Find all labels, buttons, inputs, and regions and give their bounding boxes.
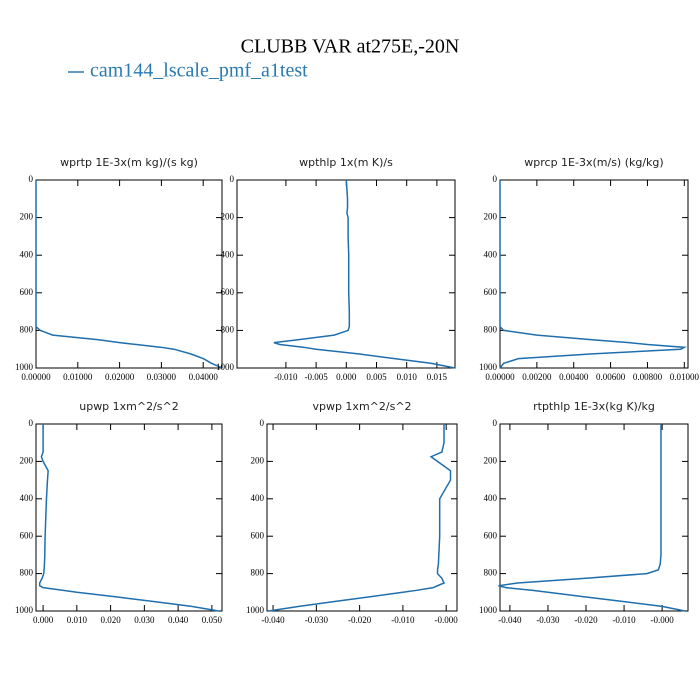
- x-tick-label: 0.00000: [21, 372, 51, 382]
- x-tick-label: 0.040: [168, 615, 189, 625]
- x-tick-label: 0.030: [134, 615, 155, 625]
- x-tick-label: -0.000: [650, 615, 674, 625]
- profile-line: [38, 424, 219, 612]
- y-tick-label: 400: [221, 249, 235, 259]
- y-tick-label: 600: [484, 530, 498, 540]
- y-tick-label: 800: [251, 568, 265, 578]
- x-tick-label: 0.050: [202, 615, 223, 625]
- x-tick-label: 0.00800: [633, 372, 663, 382]
- x-tick-label: 0.01000: [63, 372, 93, 382]
- profile-line: [268, 424, 452, 612]
- y-tick-label: 800: [221, 324, 235, 334]
- y-tick-label: 600: [251, 530, 265, 540]
- x-tick-label: 0.00200: [522, 372, 552, 382]
- x-tick-label: 0.010: [397, 372, 418, 382]
- y-tick-label: 1000: [15, 362, 34, 372]
- chart-title: CLUBB VAR at275E,-20N: [241, 36, 460, 58]
- x-tick-label: -0.005: [304, 372, 328, 382]
- y-tick-label: 800: [484, 568, 498, 578]
- plot-frame: [35, 423, 223, 612]
- x-tick-label: 0.01000: [670, 372, 700, 382]
- x-tick-label: -0.010: [612, 615, 636, 625]
- x-tick-label: -0.000: [435, 615, 459, 625]
- y-tick-label: 200: [20, 455, 34, 465]
- y-tick-label: 600: [20, 287, 34, 297]
- x-tick-label: 0.04000: [189, 372, 219, 382]
- x-tick-label: -0.010: [391, 615, 415, 625]
- x-tick-label: 0.00600: [596, 372, 626, 382]
- y-tick-label: 200: [20, 212, 34, 222]
- y-tick-label: 1000: [246, 605, 265, 615]
- x-tick-label: 0.015: [427, 372, 448, 382]
- x-tick-label: 0.03000: [147, 372, 177, 382]
- x-tick-label: -0.020: [574, 615, 598, 625]
- y-tick-label: 600: [20, 530, 34, 540]
- x-tick-label: 0.000: [336, 372, 357, 382]
- y-tick-label: 1000: [479, 362, 498, 372]
- plot-frame: [266, 423, 458, 612]
- y-tick-label: 0: [230, 174, 235, 184]
- panel-title: wprcp 1E-3x(m/s) (kg/kg): [524, 156, 663, 169]
- y-tick-label: 400: [251, 493, 265, 503]
- y-tick-label: 1000: [479, 605, 498, 615]
- y-tick-label: 1000: [15, 605, 34, 615]
- legend-label: cam144_lscale_pmf_a1test: [90, 60, 308, 82]
- y-tick-label: 200: [221, 212, 235, 222]
- y-tick-label: 400: [484, 493, 498, 503]
- x-tick-label: -0.040: [261, 615, 285, 625]
- profile-line: [498, 424, 686, 612]
- profile-line: [499, 180, 688, 369]
- plot-frame: [236, 179, 456, 369]
- profile-line: [35, 180, 223, 369]
- y-tick-label: 0: [260, 418, 265, 428]
- y-tick-label: 400: [20, 493, 34, 503]
- plot-frame: [35, 179, 223, 369]
- panel-title: rtpthlp 1E-3x(kg K)/kg: [533, 400, 655, 413]
- y-tick-label: 800: [20, 568, 34, 578]
- x-tick-label: -0.030: [536, 615, 560, 625]
- x-tick-label: -0.020: [348, 615, 372, 625]
- y-tick-label: 800: [484, 324, 498, 334]
- panel-title: wprtp 1E-3x(m kg)/(s kg): [60, 156, 198, 169]
- y-tick-label: 1000: [216, 362, 235, 372]
- y-tick-label: 200: [484, 212, 498, 222]
- y-tick-label: 0: [29, 174, 34, 184]
- x-tick-label: 0.00400: [559, 372, 589, 382]
- y-tick-label: 200: [251, 455, 265, 465]
- x-tick-label: -0.030: [305, 615, 329, 625]
- panel-title: wpthlp 1x(m K)/s: [299, 156, 393, 169]
- x-tick-label: 0.005: [366, 372, 387, 382]
- panel-title: upwp 1xm^2/s^2: [79, 400, 179, 413]
- profile-line: [273, 179, 456, 369]
- y-tick-label: 600: [221, 287, 235, 297]
- plot-frame: [499, 423, 689, 612]
- panel-title: vpwp 1xm^2/s^2: [312, 400, 411, 413]
- x-tick-label: 0.010: [67, 615, 88, 625]
- y-tick-label: 200: [484, 455, 498, 465]
- x-tick-label: 0.02000: [105, 372, 135, 382]
- y-tick-label: 0: [29, 418, 34, 428]
- y-tick-label: 0: [493, 174, 498, 184]
- y-tick-label: 400: [20, 249, 34, 259]
- y-tick-label: 600: [484, 287, 498, 297]
- x-tick-label: 0.020: [100, 615, 121, 625]
- y-tick-label: 400: [484, 249, 498, 259]
- x-tick-label: -0.040: [498, 615, 522, 625]
- y-tick-label: 0: [493, 418, 498, 428]
- x-tick-label: 0.00000: [485, 372, 515, 382]
- x-tick-label: -0.010: [274, 372, 298, 382]
- x-tick-label: 0.000: [33, 615, 54, 625]
- y-tick-label: 800: [20, 324, 34, 334]
